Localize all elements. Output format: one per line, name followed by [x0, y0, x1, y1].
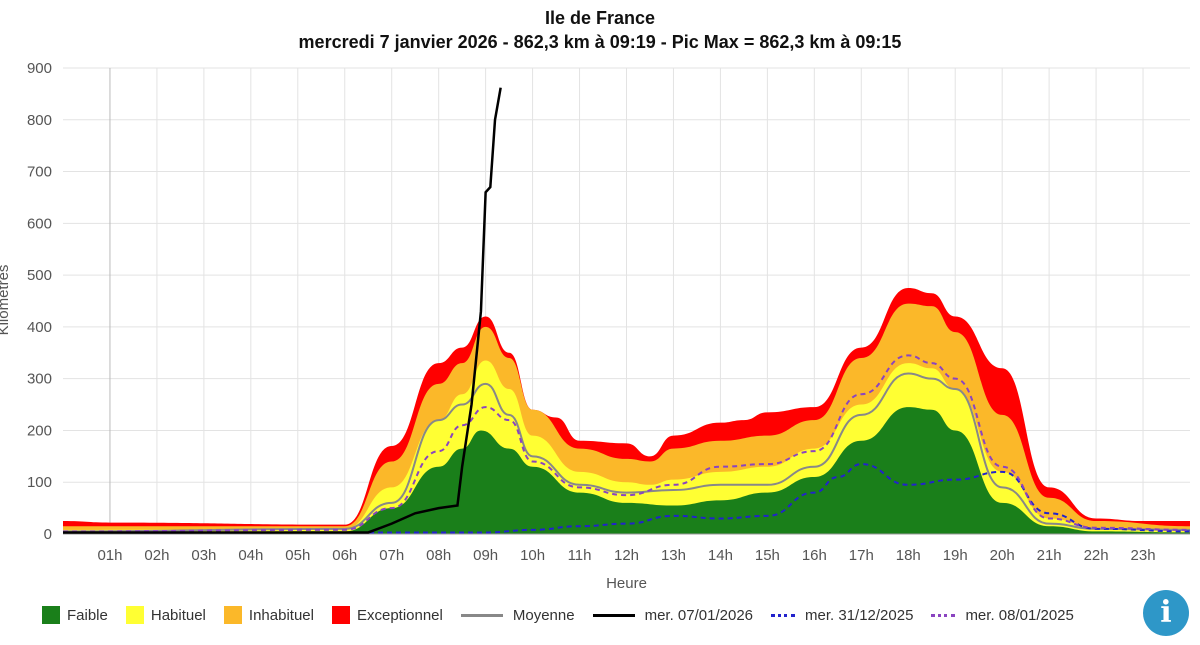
legend-line	[592, 613, 635, 617]
info-icon: i	[1160, 595, 1172, 630]
chart-subtitle: mercredi 7 janvier 2026 - 862,3 km à 09:…	[298, 32, 902, 52]
series-line-moyenne	[62, 372, 1191, 533]
series-line-mer-31-12-2025	[62, 463, 1191, 534]
chart-plot: 0 100 200 300 400 500 600 700 800 900 01h 02h 03h 04h…	[0, 60, 1191, 592]
x-tick-label: 01h	[97, 547, 122, 564]
legend-item[interactable]: mer. 07/01/2026	[592, 606, 754, 624]
legend-label: Moyenne	[512, 606, 575, 624]
legend-label: mer. 08/01/2025	[965, 606, 1074, 624]
info-button[interactable]: i	[1143, 590, 1189, 636]
legend-item[interactable]: Habituel	[125, 606, 206, 624]
x-tick-label: 14h	[708, 547, 733, 564]
legend-label: Faible	[67, 606, 108, 624]
legend-label: Inhabituel	[248, 606, 314, 624]
y-tick-label: 0	[44, 526, 52, 543]
x-tick-label: 18h	[896, 547, 921, 564]
x-tick-label: 05h	[285, 547, 310, 564]
y-tick-label: 900	[27, 60, 52, 77]
y-tick-label: 100	[27, 474, 52, 491]
x-tick-label: 21h	[1037, 547, 1062, 564]
x-tick-label: 09h	[473, 547, 498, 564]
x-tick-label: 07h	[379, 547, 404, 564]
legend-item[interactable]: Faible	[42, 606, 108, 624]
y-tick-label: 300	[27, 371, 52, 388]
y-axis-label: Kilomètres	[0, 265, 12, 336]
chart-title: Ile de France	[544, 8, 656, 28]
x-axis-label: Heure	[606, 575, 647, 592]
x-tick-label: 02h	[144, 547, 169, 564]
x-tick-label: 04h	[238, 547, 263, 564]
y-tick-label: 600	[27, 215, 52, 232]
legend: Faible Habituel Inhabituel Exceptionnel Moye…	[42, 606, 1092, 624]
legend-line	[460, 613, 503, 617]
y-tick-label: 200	[27, 422, 52, 439]
x-tick-label: 08h	[426, 547, 451, 564]
x-tick-label: 13h	[661, 547, 686, 564]
legend-item[interactable]: Exceptionnel	[331, 606, 443, 624]
x-tick-label: 15h	[755, 547, 780, 564]
x-tick-label: 10h	[520, 547, 545, 564]
x-tick-label: 22h	[1084, 547, 1109, 564]
series-line-mer-08-01-2025	[62, 354, 1191, 533]
legend-item[interactable]: mer. 08/01/2025	[931, 606, 1074, 624]
x-tick-label: 19h	[943, 547, 968, 564]
band-faible	[63, 407, 1190, 534]
legend-label: mer. 07/01/2026	[644, 606, 754, 624]
legend-item[interactable]: mer. 31/12/2025	[771, 607, 913, 624]
legend-label: mer. 31/12/2025	[805, 606, 914, 624]
x-tick-label: 03h	[191, 547, 216, 564]
series-line-mer-07-01-2026	[63, 87, 502, 534]
legend-item[interactable]: Moyenne	[460, 606, 575, 624]
legend-swatch	[42, 606, 60, 624]
y-tick-label: 400	[27, 319, 52, 336]
legend-line	[931, 613, 956, 617]
legend-swatch	[331, 606, 350, 624]
x-tick-label: 06h	[332, 547, 357, 564]
y-tick-label: 700	[27, 164, 52, 181]
x-tick-label: 20h	[990, 547, 1015, 564]
x-tick-label: 17h	[849, 547, 874, 564]
legend-swatch	[223, 606, 242, 624]
legend-item[interactable]: Inhabituel	[223, 606, 314, 624]
x-tick-label: 23h	[1131, 547, 1156, 564]
x-tick-label: 11h	[568, 547, 592, 564]
legend-line	[771, 613, 796, 617]
x-tick-label: 16h	[802, 547, 827, 564]
x-tick-label: 12h	[614, 547, 639, 564]
legend-label: Habituel	[150, 606, 206, 624]
y-tick-label: 800	[27, 112, 52, 129]
y-tick-label: 500	[27, 267, 52, 284]
legend-swatch	[125, 606, 144, 624]
legend-label: Exceptionnel	[356, 606, 443, 624]
